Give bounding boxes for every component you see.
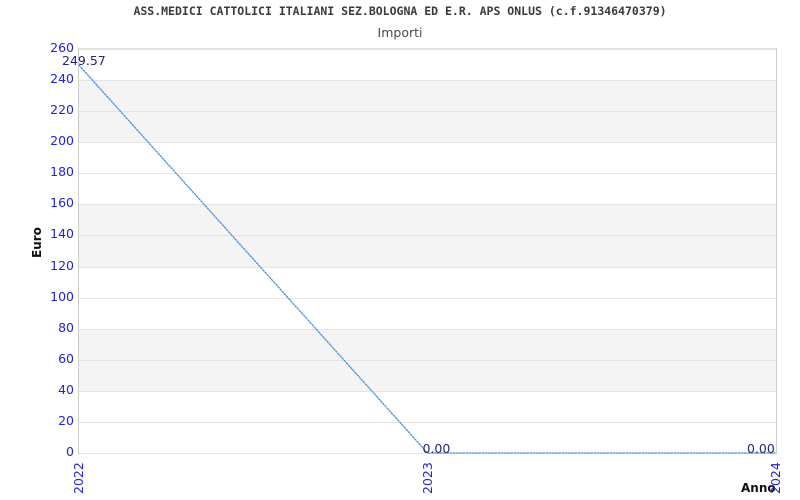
gridline [79, 204, 776, 205]
x-tick-label: 2024 [770, 462, 783, 494]
y-tick-label: 100 [50, 291, 74, 304]
data-point-label: 249.57 [62, 55, 106, 68]
gridline [79, 360, 776, 361]
y-tick-label: 220 [50, 104, 74, 117]
y-tick-label: 140 [50, 228, 74, 241]
y-tick-label: 180 [50, 166, 74, 179]
y-tick-label: 80 [58, 322, 74, 335]
gridline [79, 80, 776, 81]
y-axis-tick-labels: 020406080100120140160180200220240260 [0, 0, 74, 500]
y-tick-label: 0 [66, 446, 74, 459]
chart-root: ASS.MEDICI CATTOLICI ITALIANI SEZ.BOLOGN… [0, 0, 800, 500]
gridline [79, 422, 776, 423]
gridline [79, 329, 776, 330]
x-tick-label: 2022 [73, 462, 86, 494]
plot-area [78, 48, 777, 454]
y-tick-label: 160 [50, 197, 74, 210]
gridline [79, 391, 776, 392]
data-point-label: 0.00 [747, 443, 775, 456]
chart-title: ASS.MEDICI CATTOLICI ITALIANI SEZ.BOLOGN… [0, 4, 800, 18]
gridline [79, 298, 776, 299]
gridline [79, 142, 776, 143]
x-tick-label: 2023 [422, 462, 435, 494]
gridline [79, 49, 776, 50]
data-point-label: 0.00 [423, 443, 451, 456]
gridline [79, 111, 776, 112]
gridline [79, 235, 776, 236]
chart-subtitle: Importi [0, 25, 800, 40]
y-tick-label: 40 [58, 384, 74, 397]
y-tick-label: 240 [50, 73, 74, 86]
y-tick-label: 200 [50, 135, 74, 148]
gridline [79, 267, 776, 268]
gridline [79, 173, 776, 174]
y-tick-label: 120 [50, 260, 74, 273]
y-tick-label: 20 [58, 415, 74, 428]
y-tick-label: 60 [58, 353, 74, 366]
